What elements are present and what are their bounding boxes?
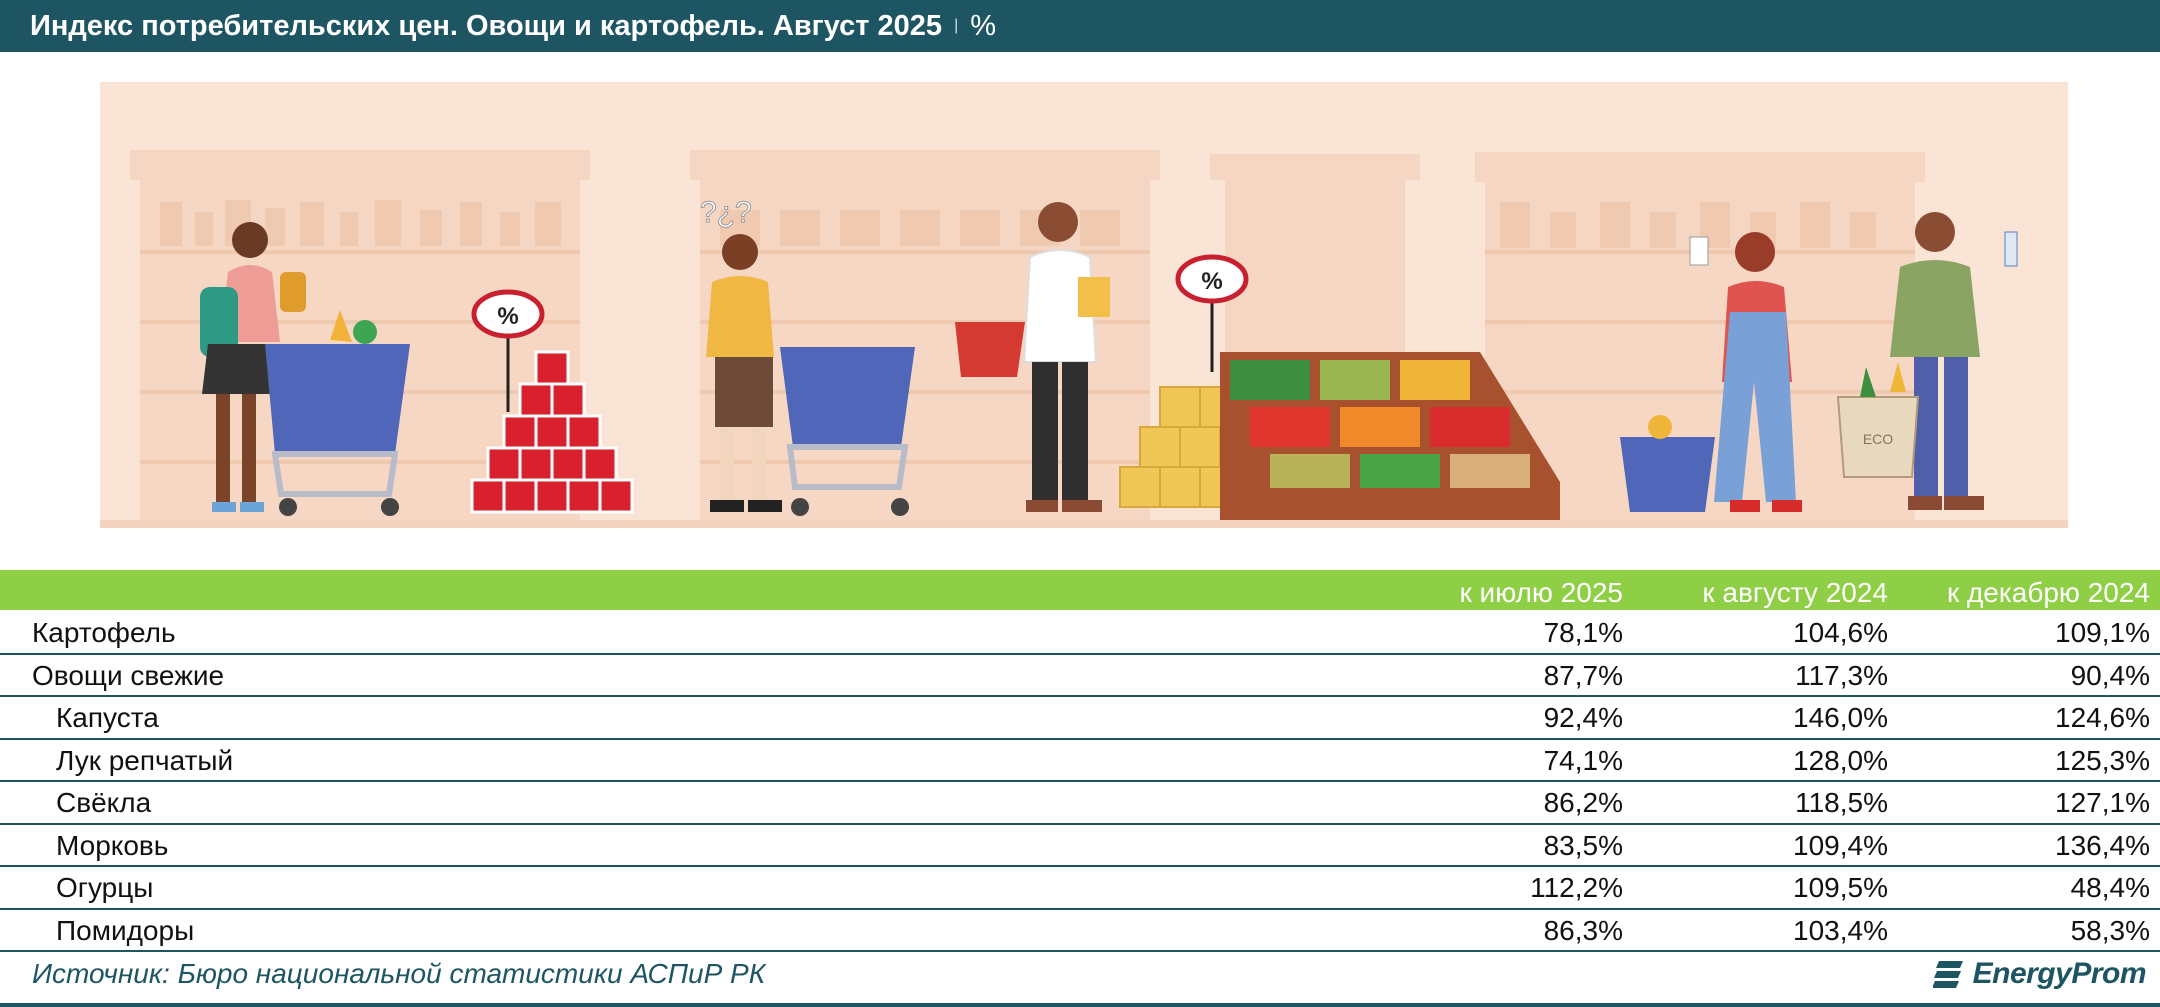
row-label: Свёкла: [56, 787, 152, 818]
discount-tag-2: %: [1201, 268, 1222, 295]
row-label: Картофель: [32, 617, 176, 648]
value-vs-july-2025: 87,7%: [1543, 659, 1623, 691]
value-vs-july-2025: 86,2%: [1543, 787, 1623, 818]
table-row-fresh-vegetables: Овощи свежие 87,7% 117,3% 90,4%: [0, 655, 2160, 697]
row-label: Огурцы: [56, 872, 154, 903]
value-vs-december-2024: 136,4%: [2055, 829, 2150, 861]
value-vs-august-2024: 103,4%: [1793, 914, 1888, 946]
value-vs-july-2025: 83,5%: [1543, 829, 1623, 861]
value-vs-december-2024: 58,3%: [2070, 914, 2150, 946]
row-label: Капуста: [56, 702, 159, 733]
table-row-beet: Свёкла 86,2% 118,5% 127,1%: [0, 782, 2160, 825]
row-label: Помидоры: [56, 914, 195, 946]
column-header-july-2025: к июлю 2025: [1459, 577, 1623, 608]
vegetable-stand: [1220, 352, 1560, 520]
title-separator: |: [954, 17, 959, 34]
column-header-august-2024: к августу 2024: [1702, 577, 1888, 608]
value-vs-august-2024: 117,3%: [1795, 659, 1888, 691]
question-marks: ?¿?: [700, 196, 752, 229]
shopper-woman-with-coffee: [1620, 232, 1802, 512]
value-vs-august-2024: 109,5%: [1793, 872, 1888, 903]
table-row-cucumbers: Огурцы 112,2% 109,5% 48,4%: [0, 867, 2160, 910]
supermarket-illustration: % ?¿? %: [100, 82, 2068, 528]
table-row-carrot: Морковь 83,5% 109,4% 136,4%: [0, 825, 2160, 867]
title-unit: %: [970, 9, 997, 42]
value-vs-august-2024: 109,4%: [1793, 829, 1888, 861]
title-bar: Индекс потребительских цен. Овощи и карт…: [0, 0, 2160, 52]
value-vs-december-2024: 127,1%: [2055, 787, 2150, 818]
eco-bag-label: ECO: [1863, 431, 1893, 447]
red-boxes-pyramid: [470, 350, 634, 514]
value-vs-july-2025: 92,4%: [1543, 702, 1623, 733]
row-label: Морковь: [56, 829, 169, 861]
value-vs-july-2025: 74,1%: [1543, 744, 1623, 776]
value-vs-december-2024: 48,4%: [2070, 872, 2150, 903]
bottom-rule: [0, 1003, 2160, 1007]
column-header-december-2024: к декабрю 2024: [1946, 577, 2150, 608]
value-vs-december-2024: 109,1%: [2055, 617, 2150, 648]
value-vs-december-2024: 125,3%: [2055, 744, 2150, 776]
value-vs-july-2025: 78,1%: [1543, 617, 1623, 648]
data-table: Картофель 78,1% 104,6% 109,1% Овощи свеж…: [0, 612, 2160, 952]
energyprom-logo: EnergyProm: [1932, 952, 2147, 996]
shopper-woman-with-cart: [200, 222, 410, 516]
page-title: Индекс потребительских цен. Овощи и карт…: [30, 9, 943, 42]
value-vs-august-2024: 118,5%: [1795, 787, 1888, 818]
value-vs-august-2024: 146,0%: [1793, 702, 1888, 733]
energyprom-logo-text: EnergyProm: [1972, 957, 2147, 990]
value-vs-december-2024: 124,6%: [2055, 702, 2150, 733]
shopper-confused-woman: ?¿?: [700, 196, 915, 516]
discount-sign-2: %: [1175, 254, 1249, 372]
shopper-man-with-basket: [955, 202, 1110, 512]
value-vs-december-2024: 90,4%: [2070, 659, 2150, 691]
table-row-tomatoes: Помидоры 86,3% 103,4% 58,3%: [0, 910, 2160, 952]
value-vs-july-2025: 112,2%: [1530, 872, 1623, 903]
source-note: Источник: Бюро национальной статистики А…: [32, 958, 766, 989]
table-row-cabbage: Капуста 92,4% 146,0% 124,6%: [0, 697, 2160, 740]
discount-sign-1: %: [471, 289, 545, 412]
table-row-potatoes: Картофель 78,1% 104,6% 109,1%: [0, 612, 2160, 655]
row-label: Лук репчатый: [56, 744, 234, 776]
value-vs-august-2024: 128,0%: [1793, 744, 1888, 776]
shopper-man-with-eco-bag: ECO: [1836, 212, 2018, 510]
value-vs-july-2025: 86,3%: [1543, 914, 1623, 946]
value-vs-august-2024: 104,6%: [1793, 617, 1888, 648]
table-row-onion: Лук репчатый 74,1% 128,0% 125,3%: [0, 740, 2160, 782]
table-header: к июлю 2025 к августу 2024 к декабрю 202…: [0, 570, 2160, 610]
row-label: Овощи свежие: [32, 659, 225, 691]
discount-tag-1: %: [497, 303, 518, 330]
energyprom-logo-icon: [1932, 961, 1963, 988]
